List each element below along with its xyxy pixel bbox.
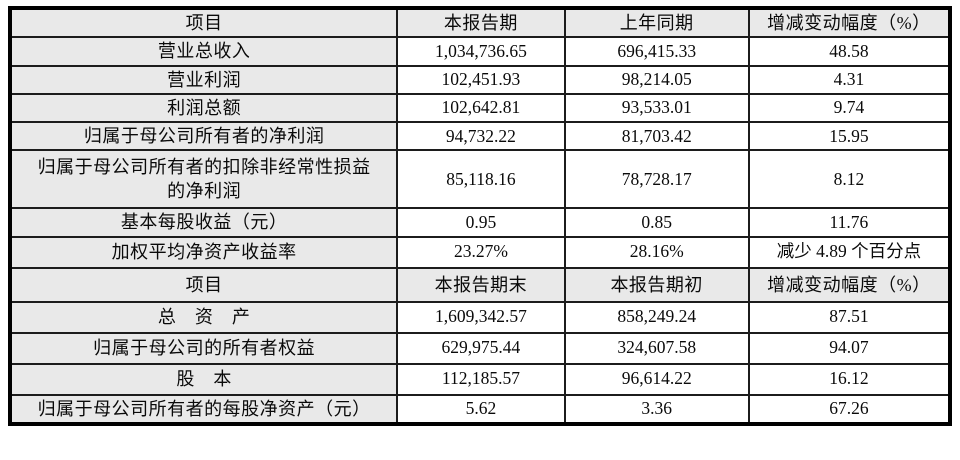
- item-label: 利润总额: [8, 92, 399, 124]
- row-equity-attributable: 归属于母公司的所有者权益 629,975.44 324,607.58 94.07: [8, 331, 952, 365]
- value-prior: 858,249.24: [563, 300, 750, 334]
- item-label: 总 资 产: [8, 300, 399, 334]
- value-current: 102,451.93: [396, 64, 566, 95]
- row-total-operating-revenue: 营业总收入 1,034,736.65 696,415.33 48.58: [8, 36, 952, 67]
- value-change: 减少 4.89 个百分点: [747, 235, 952, 269]
- value-current: 1,609,342.57: [396, 300, 566, 334]
- item-label: 基本每股收益（元）: [8, 207, 399, 238]
- value-current: 0.95: [396, 207, 566, 238]
- value-prior: 28.16%: [563, 235, 750, 269]
- header-item: 项目: [8, 266, 399, 303]
- value-current: 629,975.44: [396, 331, 566, 365]
- value-change: 11.76: [747, 207, 952, 238]
- value-change: 4.31: [747, 64, 952, 95]
- value-change: 94.07: [747, 331, 952, 365]
- value-current: 85,118.16: [396, 149, 566, 210]
- item-label: 归属于母公司所有者的每股净资产（元）: [8, 393, 399, 426]
- value-prior: 93,533.01: [563, 92, 750, 124]
- value-prior: 0.85: [563, 207, 750, 238]
- value-current: 1,034,736.65: [396, 36, 566, 67]
- value-change: 16.12: [747, 362, 952, 396]
- item-label: 归属于母公司所有者的净利润: [8, 121, 399, 152]
- header-period-end: 本报告期末: [396, 266, 566, 303]
- row-net-assets-per-share: 归属于母公司所有者的每股净资产（元） 5.62 3.36 67.26: [8, 393, 952, 426]
- value-change: 48.58: [747, 36, 952, 67]
- key-financial-data-table-container: 项目 本报告期 上年同期 增减变动幅度（%） 营业总收入 1,034,736.6…: [8, 6, 952, 427]
- header-period-begin: 本报告期初: [563, 266, 750, 303]
- value-change: 67.26: [747, 393, 952, 426]
- value-change: 9.74: [747, 92, 952, 124]
- header-current-period: 本报告期: [396, 6, 566, 39]
- row-net-profit-attributable: 归属于母公司所有者的净利润 94,732.22 81,703.42 15.95: [8, 121, 952, 152]
- value-change: 87.51: [747, 300, 952, 334]
- value-change: 8.12: [747, 149, 952, 210]
- row-share-capital: 股 本 112,185.57 96,614.22 16.12: [8, 362, 952, 396]
- header-change-pct: 增减变动幅度（%）: [747, 6, 952, 39]
- row-net-profit-excl-nonrecurring: 归属于母公司所有者的扣除非经常性损益的净利润 85,118.16 78,728.…: [8, 149, 952, 210]
- value-current: 112,185.57: [396, 362, 566, 396]
- balance-header-row: 项目 本报告期末 本报告期初 增减变动幅度（%）: [8, 266, 952, 303]
- item-label: 股 本: [8, 362, 399, 396]
- item-label-text: 归属于母公司所有者的扣除非经常性损益的净利润: [37, 157, 371, 202]
- header-item: 项目: [8, 6, 399, 39]
- item-label: 营业利润: [8, 64, 399, 95]
- item-label: 归属于母公司所有者的扣除非经常性损益的净利润: [8, 149, 399, 210]
- item-label: 营业总收入: [8, 36, 399, 67]
- key-financial-data-table: 项目 本报告期 上年同期 增减变动幅度（%） 营业总收入 1,034,736.6…: [8, 6, 952, 427]
- value-current: 94,732.22: [396, 121, 566, 152]
- row-total-assets: 总 资 产 1,609,342.57 858,249.24 87.51: [8, 300, 952, 334]
- value-prior: 96,614.22: [563, 362, 750, 396]
- value-current: 102,642.81: [396, 92, 566, 124]
- value-prior: 324,607.58: [563, 331, 750, 365]
- value-prior: 3.36: [563, 393, 750, 426]
- row-operating-profit: 营业利润 102,451.93 98,214.05 4.31: [8, 64, 952, 95]
- value-prior: 696,415.33: [563, 36, 750, 67]
- item-label: 归属于母公司的所有者权益: [8, 331, 399, 365]
- row-basic-eps: 基本每股收益（元） 0.95 0.85 11.76: [8, 207, 952, 238]
- header-change-pct: 增减变动幅度（%）: [747, 266, 952, 303]
- row-total-profit: 利润总额 102,642.81 93,533.01 9.74: [8, 92, 952, 124]
- value-prior: 81,703.42: [563, 121, 750, 152]
- value-current: 5.62: [396, 393, 566, 426]
- value-change: 15.95: [747, 121, 952, 152]
- value-current: 23.27%: [396, 235, 566, 269]
- header-prior-period: 上年同期: [563, 6, 750, 39]
- value-prior: 78,728.17: [563, 149, 750, 210]
- value-prior: 98,214.05: [563, 64, 750, 95]
- row-weighted-avg-roe: 加权平均净资产收益率 23.27% 28.16% 减少 4.89 个百分点: [8, 235, 952, 269]
- item-label: 加权平均净资产收益率: [8, 235, 399, 269]
- income-header-row: 项目 本报告期 上年同期 增减变动幅度（%）: [8, 6, 952, 39]
